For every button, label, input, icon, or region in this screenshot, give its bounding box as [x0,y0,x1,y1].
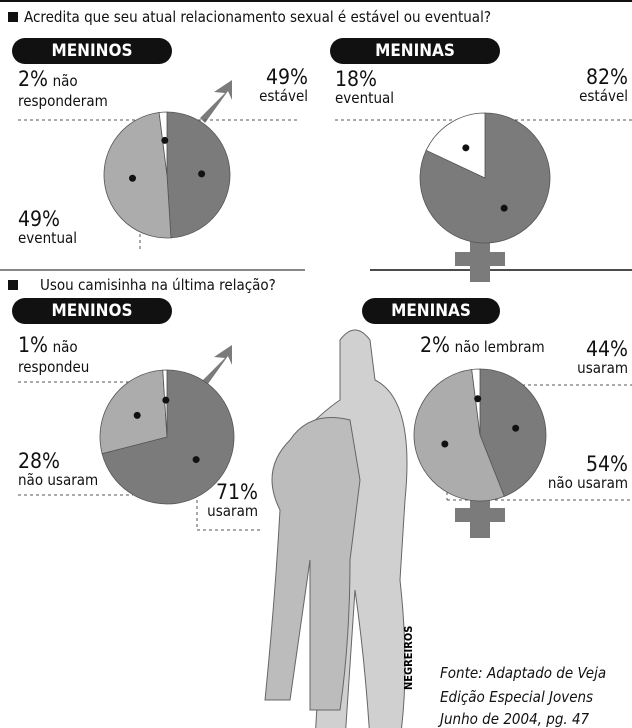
question: Usou camisinha na última relação? [40,276,276,294]
source: Fonte: Adaptado de Veja [440,664,607,682]
category-label: não lembram [454,338,545,356]
pill-title: MENINAS [362,298,500,324]
value-label: 49% [18,207,60,231]
bullet [8,280,18,290]
slice-dot [161,136,169,144]
pill-title: MENINAS [330,38,500,64]
value-label: 28% [18,449,60,473]
category-label: não usaram [18,471,99,489]
slice-label: 28% não usaram [18,449,99,490]
slice-dot [474,395,482,403]
value-label: 2% [420,333,450,357]
pie-slice [471,368,481,436]
value-label: 2% [18,67,48,91]
value-label: 49% [266,65,308,89]
slice-dot [162,396,170,404]
value-label: 71% [216,480,258,504]
slice-dot [512,424,520,432]
slice-label: 71% usaram [207,480,258,521]
pie-slice [158,111,168,176]
slice-dot [441,440,449,448]
value-label: 18% [335,67,377,91]
slice-label: 44% usaram [577,337,628,378]
category-label: usaram [207,502,258,520]
category-label: eventual [18,229,78,247]
category-label: não respondeu [18,338,90,376]
category-label: não responderam [18,72,108,110]
category-label: estável [579,87,628,105]
question: Acredita que seu atual relacionamento se… [24,8,491,26]
slice-label: 49% eventual [18,207,78,248]
pie-slice [99,369,168,455]
slice-label: 49% estável [259,65,308,106]
signature: NEGREIROS [402,625,415,690]
category-label: eventual [335,89,395,107]
male-symbol [200,80,232,123]
source: Edição Especial Jovens [440,688,594,706]
source: Junho de 2004, pg. 47 [440,710,590,728]
slice-dot [462,144,470,152]
value-label: 1% [18,333,48,357]
category-label: usaram [577,359,628,377]
slice-dot [192,456,200,464]
bullet [8,12,18,22]
pill-title: MENINOS [12,38,172,64]
pie-slice [413,369,505,502]
pill-title: MENINOS [12,298,172,324]
female-symbol [455,498,505,538]
value-label: 82% [586,65,628,89]
slice-label: 2% não responderam [18,67,123,111]
pie-slice [479,368,547,497]
slice-dot [500,204,508,212]
pie-slice [101,369,235,505]
slice-dot [198,170,206,178]
pie-slice [425,112,486,179]
slice-dot [129,174,137,182]
value-label: 54% [586,452,628,476]
value-label: 44% [586,337,628,361]
illustration [264,329,408,728]
slice-label: 54% não usaram [547,452,628,493]
slice-label: 82% estável [579,65,628,106]
female-symbol [455,240,505,282]
slice-dot [133,411,141,419]
slice-label: 1% não respondeu [18,333,108,377]
slice-label: 18% eventual [335,67,395,108]
category-label: estável [259,87,308,105]
category-label: não usaram [547,474,628,492]
slice-label: 2% não lembram [420,333,545,357]
male-symbol [200,345,232,388]
pie-slice [103,112,172,239]
